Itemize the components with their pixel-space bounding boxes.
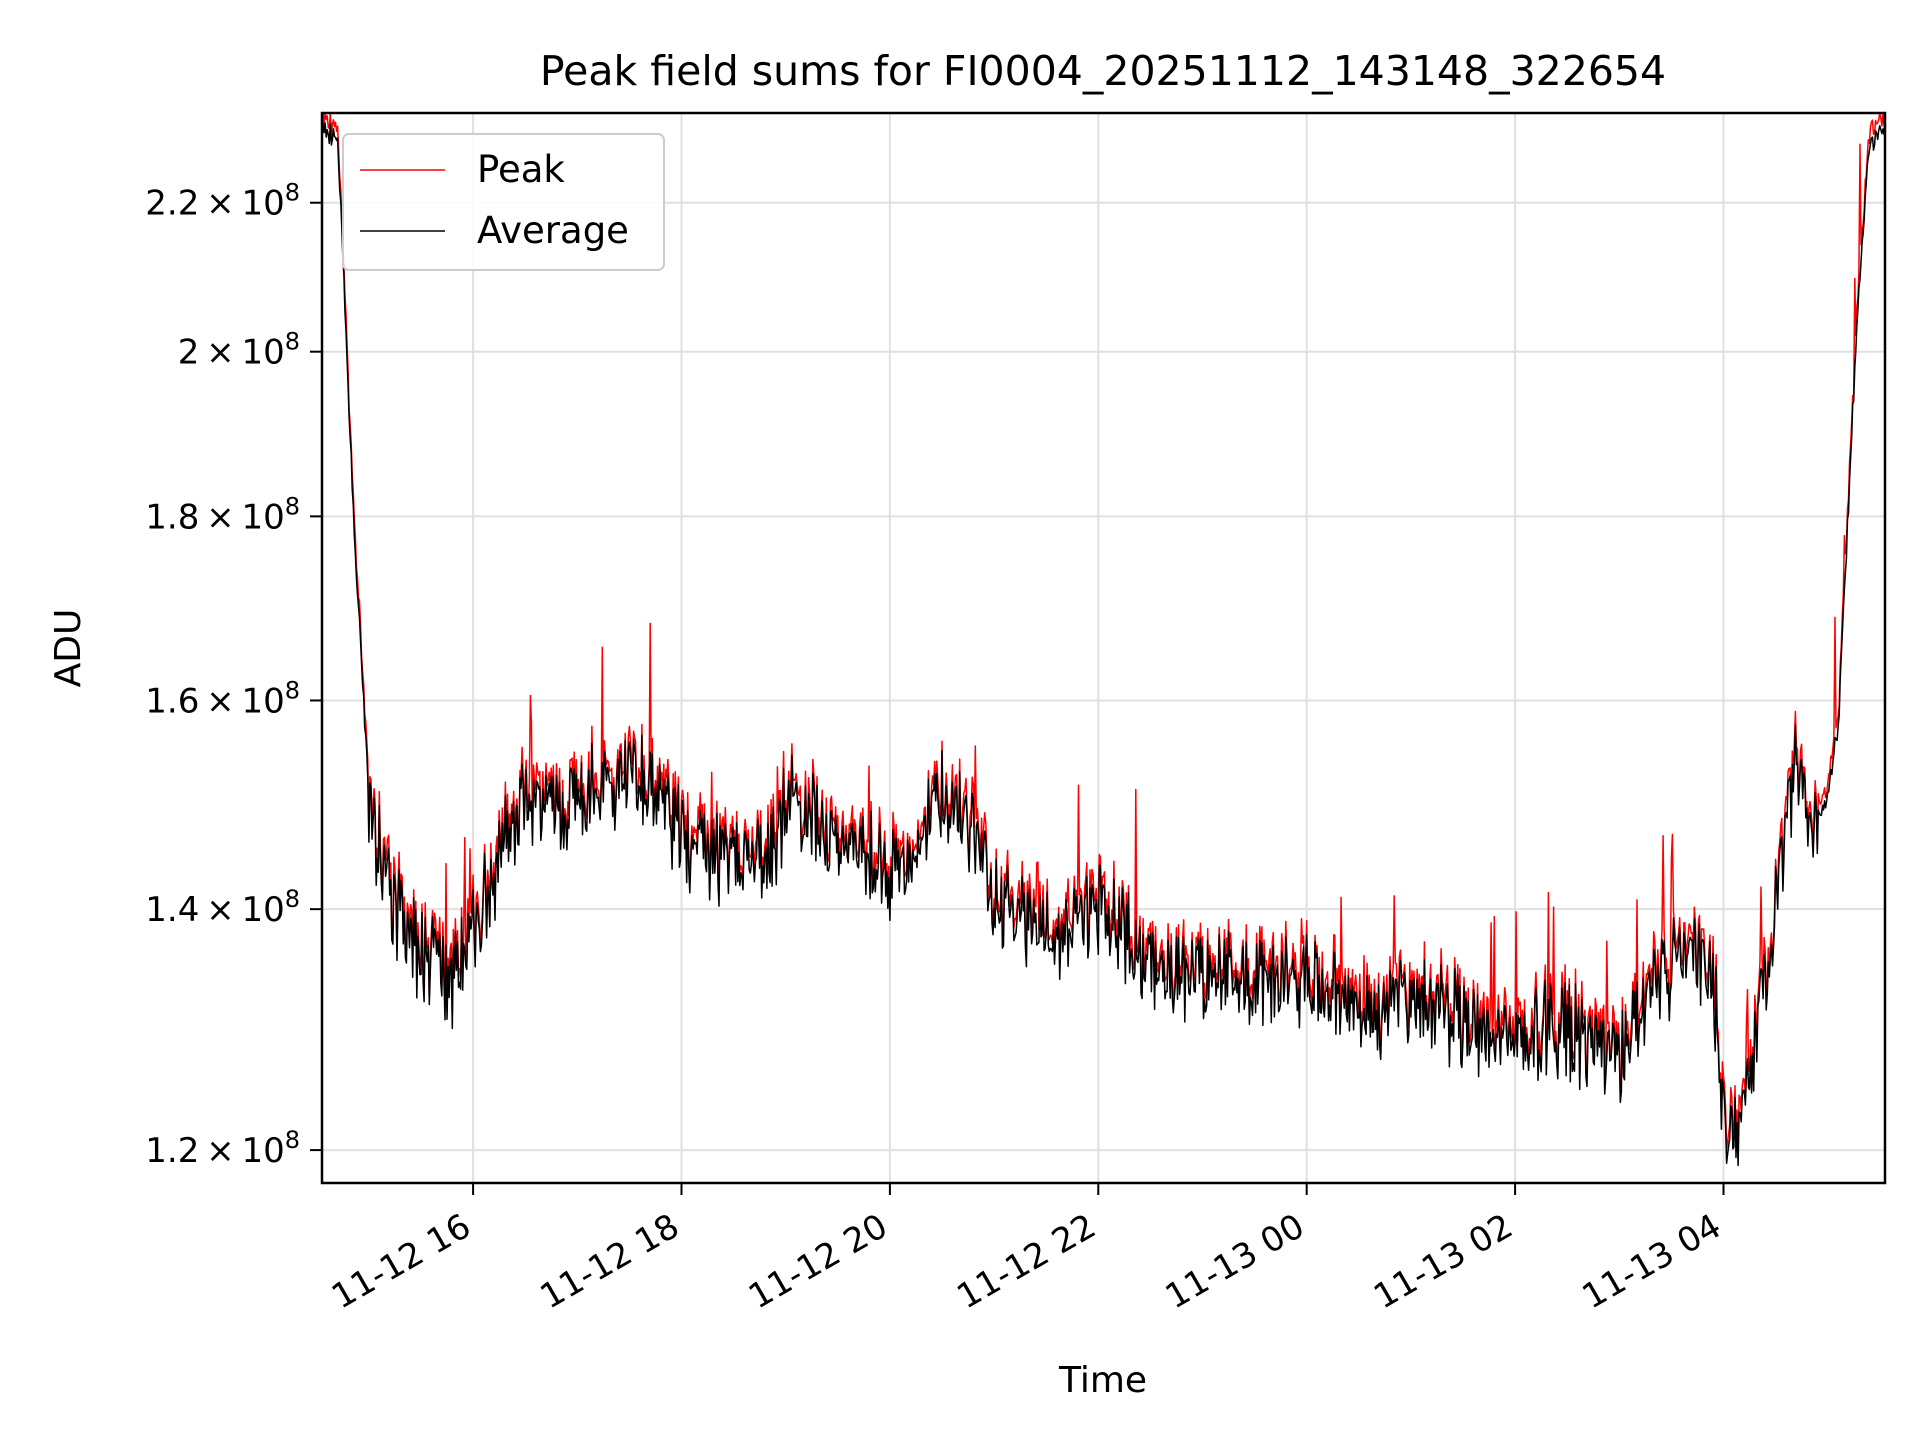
series-layer xyxy=(321,112,1886,1167)
x-tick-label: 11-13 02 xyxy=(1367,1206,1519,1317)
x-tick-label: 11-13 00 xyxy=(1159,1206,1311,1317)
y-tick-label: 2 × 108 xyxy=(178,328,300,373)
legend-average-label: Average xyxy=(477,209,629,252)
x-tick-label: 11-12 22 xyxy=(950,1206,1102,1317)
x-tick-label: 11-12 20 xyxy=(742,1206,894,1317)
y-tick-label: 1.6 × 108 xyxy=(145,676,300,721)
grid xyxy=(322,113,1885,1183)
x-tick-label: 11-12 16 xyxy=(325,1206,477,1317)
y-tick-label: 2.2 × 108 xyxy=(145,179,300,224)
y-axis-label: ADU xyxy=(48,609,89,688)
legend-box xyxy=(342,133,665,271)
x-axis-label: Time xyxy=(1058,1360,1147,1401)
ticks: 11-12 16 11-12 18 11-12 20 11-12 22 11-13 00… xyxy=(145,179,1728,1318)
x-tick-label: 11-12 18 xyxy=(534,1206,686,1317)
legend-peak-label: Peak xyxy=(477,148,565,191)
x-tick-label: 11-13 04 xyxy=(1576,1206,1728,1317)
series-line-average xyxy=(321,115,1886,1167)
plot-frame xyxy=(320,111,1887,1185)
y-tick-label: 1.2 × 108 xyxy=(145,1126,300,1171)
chart-title: Peak field sums for FI0004_20251112_1431… xyxy=(540,47,1666,95)
legend: Peak Average xyxy=(342,133,665,271)
y-tick-label: 1.4 × 108 xyxy=(145,885,300,930)
y-tick-label: 1.8 × 108 xyxy=(145,492,300,537)
